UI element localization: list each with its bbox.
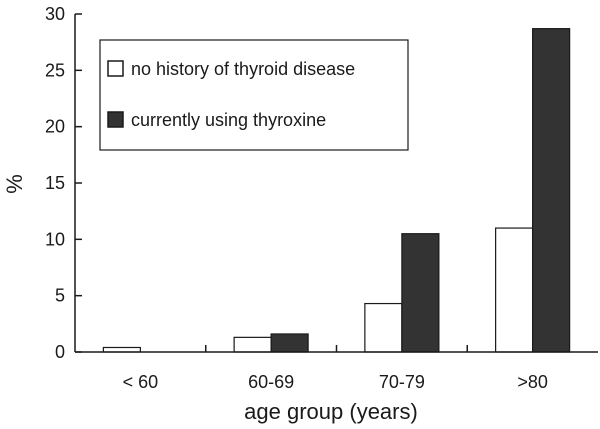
x-tick-label: 60-69 (248, 372, 294, 392)
legend-label-thyroxine: currently using thyroxine (131, 110, 326, 130)
y-tick-label: 10 (45, 229, 65, 249)
bar-series-1-1 (270, 333, 309, 353)
x-axis-label: age group (years) (244, 399, 418, 424)
bars (102, 28, 571, 353)
y-axis-label: % (2, 174, 27, 194)
bar-series-0-2 (364, 302, 403, 353)
y-tick-label: 20 (45, 117, 65, 137)
legend-frame (99, 39, 409, 151)
x-axis-tick-labels: < 60 60-69 70-79 >80 (123, 345, 548, 392)
x-tick-label: 70-79 (379, 372, 425, 392)
legend-label-no-history: no history of thyroid disease (131, 59, 355, 79)
x-tick-label: >80 (517, 372, 548, 392)
y-axis-ticks: 0 5 10 15 20 25 30 (45, 4, 82, 362)
y-tick-label: 30 (45, 4, 65, 24)
legend-swatch-no-history (107, 60, 124, 77)
y-tick-label: 15 (45, 173, 65, 193)
y-tick-label: 0 (55, 342, 65, 362)
legend-swatch-thyroxine (107, 111, 124, 128)
bar-series-1-3 (532, 28, 571, 353)
x-tick-label: < 60 (123, 372, 159, 392)
bar-series-0-1 (233, 336, 272, 353)
bar-series-0-3 (495, 227, 534, 353)
y-tick-label: 5 (55, 286, 65, 306)
legend: no history of thyroid disease currently … (99, 39, 409, 151)
y-tick-label: 25 (45, 60, 65, 80)
bar-series-1-2 (401, 233, 440, 353)
